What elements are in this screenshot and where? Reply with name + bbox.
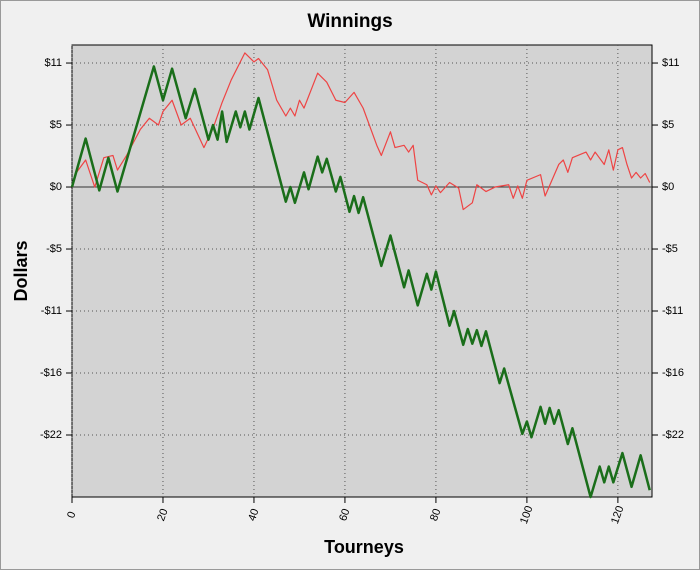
y-tick-label: -$22 xyxy=(40,429,62,441)
y-axis-title: Dollars xyxy=(11,240,31,301)
y-tick-label: $0 xyxy=(50,181,62,193)
series-line xyxy=(71,52,651,211)
x-tick-label: 120 xyxy=(609,504,627,525)
y2-tick-label: $5 xyxy=(662,119,674,131)
y2-tick-label: -$5 xyxy=(662,243,678,255)
y2-tick-label: $11 xyxy=(662,57,680,69)
y2-tick-label: -$11 xyxy=(662,305,683,317)
y-tick-label: $5 xyxy=(50,119,62,131)
x-tick-label: 60 xyxy=(337,507,352,523)
x-tick-label: 80 xyxy=(428,507,443,523)
y2-tick-label: $0 xyxy=(662,181,674,193)
x-tick-label: 40 xyxy=(246,507,261,523)
y-tick-label: $11 xyxy=(44,57,62,69)
y2-tick-label: -$22 xyxy=(662,429,684,441)
x-tick-label: 0 xyxy=(65,510,78,520)
x-tick-label: 20 xyxy=(155,507,170,523)
x-tick-label: 100 xyxy=(518,504,536,525)
chart-title: Winnings xyxy=(307,11,392,32)
y-tick-label: -$5 xyxy=(46,243,62,255)
y-tick-label: -$11 xyxy=(41,305,62,317)
y-tick-label: -$16 xyxy=(40,367,62,379)
x-axis-title: Tourneys xyxy=(324,537,404,557)
series-line xyxy=(70,65,651,499)
y2-tick-label: -$16 xyxy=(662,367,684,379)
